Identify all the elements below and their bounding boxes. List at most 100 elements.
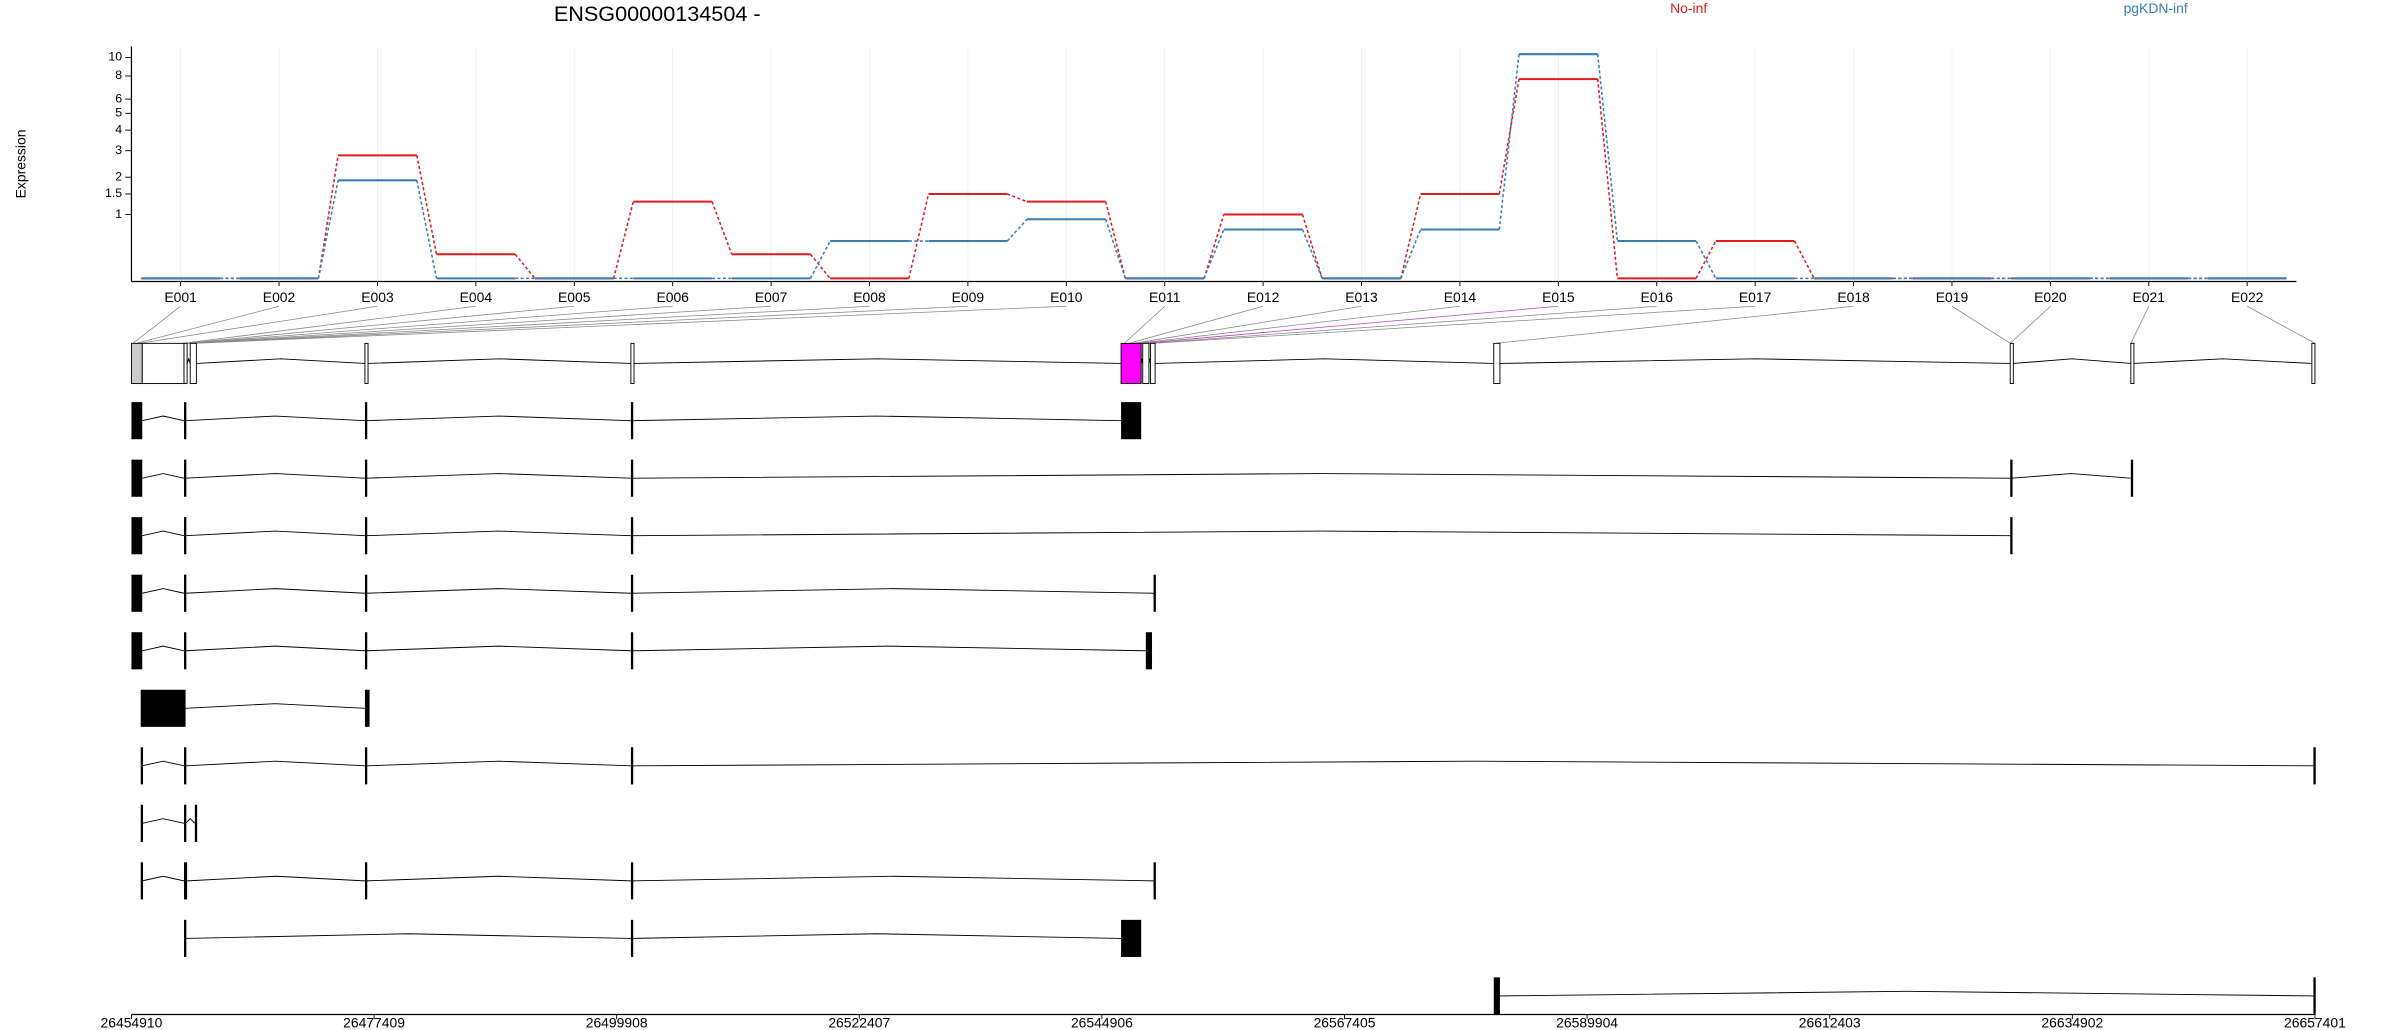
exon bbox=[184, 574, 187, 612]
bin-connector bbox=[135, 305, 280, 344]
intron bbox=[366, 875, 631, 882]
bin-connector bbox=[1133, 305, 1362, 344]
exon bbox=[184, 517, 187, 555]
exon bbox=[184, 862, 188, 900]
x-tick-label: E008 bbox=[853, 289, 886, 305]
chart-title: ENSG00000134504 - bbox=[554, 1, 761, 26]
intron bbox=[368, 358, 631, 364]
connector bbox=[416, 180, 438, 279]
intron bbox=[632, 530, 2011, 537]
intron bbox=[632, 933, 1122, 939]
x-tick-label: E001 bbox=[164, 289, 197, 305]
intron bbox=[366, 760, 631, 767]
intron bbox=[142, 760, 185, 767]
connector bbox=[1104, 219, 1127, 279]
x-tick-label: E002 bbox=[263, 289, 296, 305]
genomic-tick-label: 26589904 bbox=[1556, 1014, 1618, 1030]
exon-bin bbox=[2130, 342, 2135, 385]
exon bbox=[184, 459, 187, 497]
intron bbox=[1499, 990, 2314, 997]
genomic-tick-label: 26522407 bbox=[828, 1014, 890, 1030]
exon bbox=[140, 689, 186, 727]
intron bbox=[185, 473, 365, 479]
y-tick-label: 5 bbox=[115, 106, 122, 120]
connector bbox=[1596, 54, 1619, 242]
genomic-tick-label: 26634902 bbox=[2041, 1014, 2103, 1030]
intron bbox=[187, 875, 365, 882]
exon bbox=[630, 919, 634, 957]
exon bbox=[2130, 459, 2134, 497]
exon bbox=[1153, 574, 1156, 612]
x-tick-label: E021 bbox=[2133, 289, 2166, 305]
intron bbox=[186, 357, 191, 364]
connector bbox=[1695, 240, 1717, 279]
connector bbox=[416, 155, 438, 255]
bin-connector bbox=[1152, 305, 1756, 344]
exon bbox=[1153, 862, 1156, 900]
x-tick-label: E003 bbox=[361, 289, 394, 305]
y-tick-label: 4 bbox=[115, 122, 122, 136]
intron bbox=[632, 875, 1154, 882]
intron bbox=[142, 415, 185, 422]
exon bbox=[630, 747, 634, 785]
intron bbox=[142, 818, 185, 824]
x-tick-label: E005 bbox=[558, 289, 591, 305]
exon-bin bbox=[364, 342, 369, 385]
connector bbox=[514, 253, 536, 279]
connector bbox=[317, 155, 339, 279]
x-tick-label: E012 bbox=[1247, 289, 1280, 305]
bin-connector bbox=[1951, 305, 2011, 344]
exon bbox=[184, 747, 187, 785]
bin-connector bbox=[2247, 305, 2316, 344]
bin-connector bbox=[188, 305, 870, 344]
exon bbox=[364, 862, 368, 900]
exon bbox=[184, 919, 187, 957]
legend-label: No-inf bbox=[1670, 0, 1707, 16]
intron bbox=[185, 588, 365, 594]
intron bbox=[366, 415, 631, 422]
connector bbox=[1301, 214, 1323, 279]
exon bbox=[184, 632, 187, 670]
x-tick-label: E019 bbox=[1936, 289, 1969, 305]
intron bbox=[2011, 473, 2131, 479]
exon bbox=[630, 517, 634, 555]
intron bbox=[185, 415, 365, 422]
intron bbox=[366, 473, 631, 479]
connector bbox=[711, 201, 733, 255]
x-tick-label: E014 bbox=[1444, 289, 1477, 305]
intron bbox=[142, 588, 185, 594]
exon-bin bbox=[141, 342, 185, 385]
bin-connector bbox=[1136, 305, 1460, 344]
exon bbox=[1145, 632, 1153, 670]
exon-bin bbox=[630, 342, 635, 385]
exon bbox=[364, 574, 368, 612]
bin-connector bbox=[193, 305, 1067, 344]
exon bbox=[2010, 517, 2013, 555]
x-tick-label: E011 bbox=[1149, 289, 1181, 305]
x-tick-label: E016 bbox=[1641, 289, 1674, 305]
exon-bin bbox=[2009, 342, 2014, 385]
intron bbox=[185, 818, 196, 824]
intron bbox=[185, 645, 365, 652]
intron bbox=[1155, 358, 1494, 364]
intron bbox=[142, 645, 185, 652]
exon-bin bbox=[1493, 342, 1501, 385]
genomic-tick-label: 26499908 bbox=[586, 1014, 648, 1030]
exon bbox=[194, 804, 198, 842]
bin-connector bbox=[1495, 305, 1854, 344]
connector bbox=[612, 201, 635, 279]
genomic-tick-label: 26612403 bbox=[1799, 1014, 1861, 1030]
intron bbox=[2013, 358, 2131, 364]
connector bbox=[1498, 54, 1520, 230]
intron bbox=[2133, 358, 2312, 364]
exon bbox=[630, 862, 634, 900]
exon-bin bbox=[1142, 342, 1150, 385]
intron bbox=[632, 760, 2314, 767]
exon bbox=[1121, 402, 1142, 440]
exon bbox=[364, 689, 370, 727]
exon bbox=[364, 747, 368, 785]
exon bbox=[1121, 919, 1142, 957]
exon bbox=[630, 402, 634, 440]
intron bbox=[142, 473, 185, 479]
intron bbox=[142, 875, 185, 882]
